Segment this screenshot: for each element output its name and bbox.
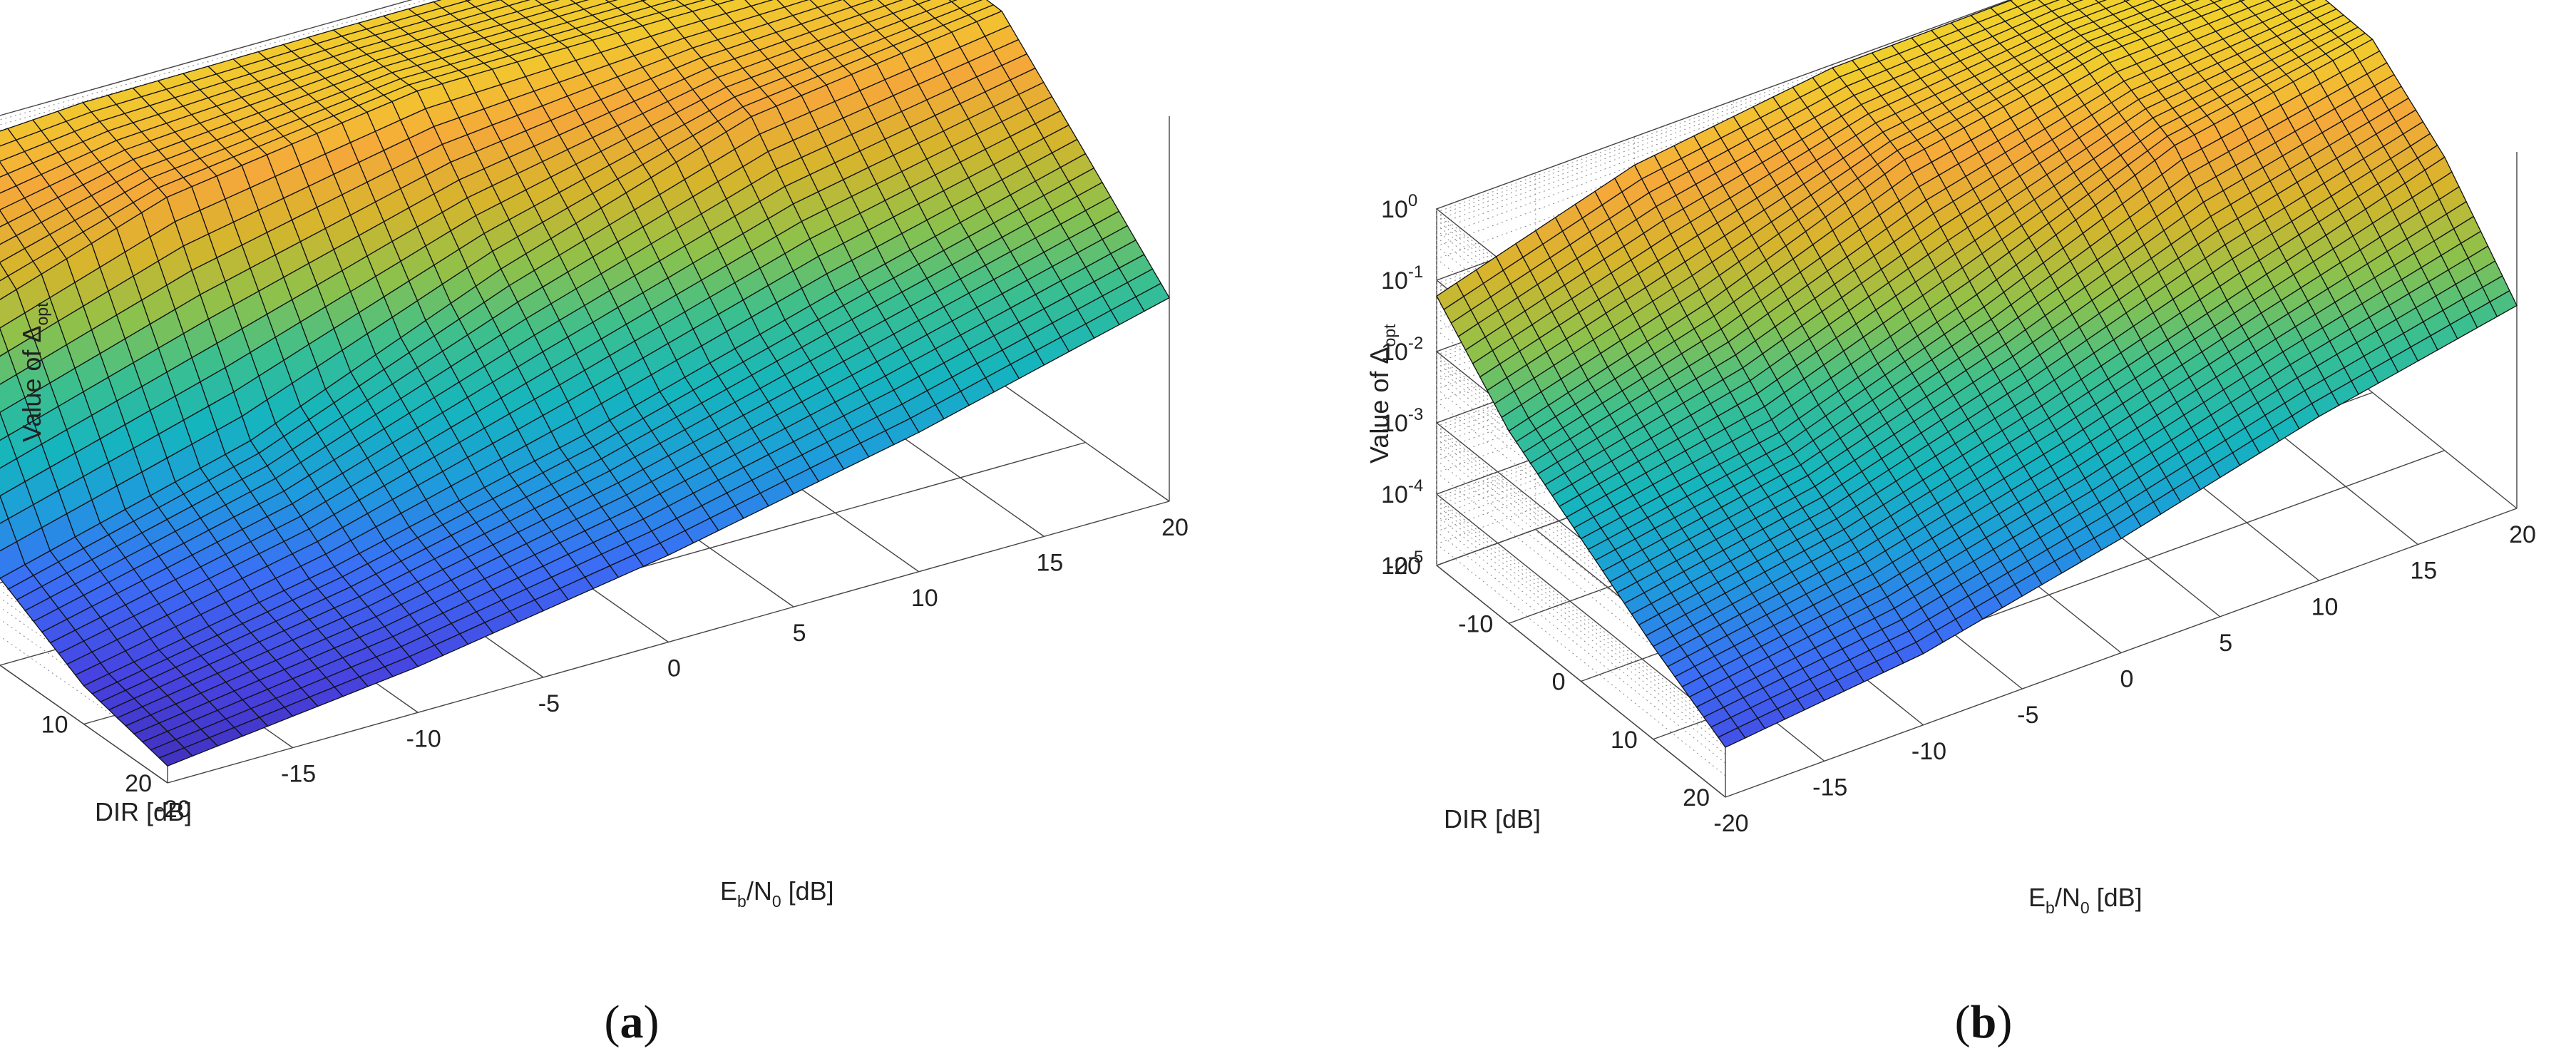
floor-grid-line <box>167 501 1170 784</box>
x-tick-label: -10 <box>1912 738 1946 765</box>
x-axis-title-unit: [dB] <box>781 876 834 906</box>
x-tick-label: -15 <box>281 761 316 788</box>
x-tick-label: 0 <box>2120 666 2134 693</box>
x-axis-title: Eb/N0 [dB] <box>720 876 834 911</box>
chart-panel-b: -20-15-10-505101520-20-100102010010-110-… <box>1365 0 2536 1048</box>
z-tick-exponent: -5 <box>1408 548 1423 567</box>
subfigure-label-a-letter: a <box>620 996 644 1048</box>
x-tick-label: 10 <box>911 585 938 612</box>
z-axis-title-sub: opt <box>1380 324 1399 347</box>
x-tick-label: 10 <box>2311 593 2339 620</box>
surface-cell <box>158 747 194 767</box>
surface-cell <box>1717 727 1746 748</box>
z-tick-exponent: 0 <box>1408 191 1417 210</box>
x-tick-label: -5 <box>538 690 560 717</box>
y-tick-label: 10 <box>41 712 68 739</box>
x-tick-label: 20 <box>1161 514 1189 541</box>
x-axis-title: Eb/N0 [dB] <box>2028 883 2143 917</box>
z-tick-exponent: -1 <box>1408 262 1423 282</box>
x-tick-label: -20 <box>155 796 190 823</box>
z-axis-title: Value of Δopt <box>1365 324 1399 463</box>
subfigure-label-a-close: ) <box>644 996 660 1048</box>
x-axis-title-0: 0 <box>772 892 781 911</box>
z-tick-label: 10-3 <box>1381 405 1423 437</box>
z-tick-base: 10 <box>1381 339 1408 366</box>
y-tick-label: 20 <box>125 770 152 797</box>
x-tick-label: 15 <box>2410 558 2437 585</box>
z-tick-base: 10 <box>1381 481 1408 508</box>
x-tick-label: 20 <box>2509 521 2536 548</box>
subfigure-label-a: (a) <box>605 996 660 1048</box>
z-axis-title-main: Value of Δ <box>1365 347 1394 463</box>
x-tick-label: 0 <box>667 655 681 682</box>
z-tick-label: 10-5 <box>1381 548 1423 580</box>
z-axis-title-sub: opt <box>33 302 51 326</box>
z-tick-base: 10 <box>1381 267 1408 294</box>
y-axis-title: DIR [dB] <box>1444 804 1541 834</box>
x-tick-label: 15 <box>1036 549 1063 576</box>
x-tick-label: -10 <box>406 725 441 752</box>
z-tick-label: 100 <box>1381 191 1417 223</box>
x-axis-title-b: b <box>2046 898 2055 917</box>
z-tick-base: 10 <box>1381 196 1408 223</box>
y-axis-title: DIR [dB] <box>95 797 192 826</box>
y-tick-label: -20 <box>1386 553 1421 580</box>
tick-labels: -20-15-10-505101520-20-100102010010-110-… <box>1381 191 2536 837</box>
x-tick-label: 5 <box>2219 630 2232 657</box>
x-axis-title-n: /N <box>746 876 772 906</box>
z-axis-title-main: Value of Δ <box>17 326 46 442</box>
z-tick-exponent: -2 <box>1408 334 1423 353</box>
x-axis-title-e: E <box>720 876 737 906</box>
subfigure-label-a-open: ( <box>605 996 620 1048</box>
z-tick-base: 10 <box>1381 553 1408 580</box>
z-tick-label: 10-4 <box>1381 476 1423 508</box>
z-tick-base: 10 <box>1381 410 1408 437</box>
x-tick-label: 5 <box>793 620 806 647</box>
x-axis-title-e: E <box>2028 883 2046 912</box>
x-axis-title-unit: [dB] <box>2090 883 2143 912</box>
x-axis-title-0: 0 <box>2080 898 2090 917</box>
subfigure-label-b: (b) <box>1955 996 2013 1048</box>
subfigure-label-b-letter: b <box>1971 996 1997 1048</box>
y-tick-label: 20 <box>1683 784 1710 811</box>
x-tick-label: -5 <box>2017 702 2038 729</box>
y-tick-label: 10 <box>1611 727 1638 754</box>
chart-panel-a: -20-15-10-505101520-20-100102010010-110-… <box>0 0 1189 1048</box>
x-tick-label: -15 <box>1812 774 1847 801</box>
z-tick-label: 10-1 <box>1381 262 1423 294</box>
y-tick-label: 0 <box>1552 669 1566 696</box>
z-axis-title: Value of Δopt <box>17 302 51 442</box>
subfigure-label-b-open: ( <box>1955 996 1971 1048</box>
floor-grid-line <box>1725 508 2518 798</box>
x-axis-title-b: b <box>737 892 746 911</box>
surface-mesh <box>1436 0 2518 748</box>
z-tick-label: 10-2 <box>1381 334 1423 366</box>
surface-mesh <box>0 0 1170 767</box>
tick-labels: -20-15-10-505101520-20-100102010010-110-… <box>41 514 1189 823</box>
x-tick-label: -20 <box>1713 810 1748 837</box>
x-axis-title-n: /N <box>2055 883 2080 912</box>
y-tick-label: -10 <box>1458 610 1493 637</box>
z-tick-exponent: -3 <box>1408 405 1423 424</box>
subfigure-label-b-close: ) <box>1996 996 2012 1048</box>
z-tick-exponent: -4 <box>1408 476 1423 496</box>
